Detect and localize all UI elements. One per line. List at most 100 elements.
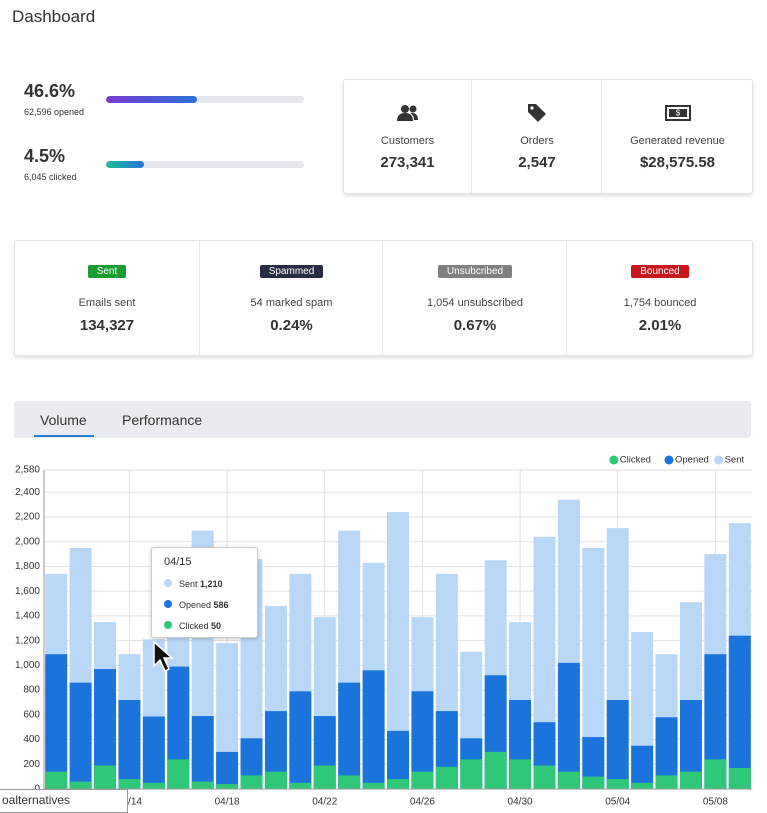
tab-indicator (34, 435, 94, 437)
x-tick-label: 04/30 (508, 797, 533, 808)
summary-label: Generated revenue (630, 135, 725, 147)
bar (289, 782, 312, 789)
x-tick-label: 04/14 (117, 797, 142, 808)
bar (289, 691, 312, 789)
summary-card: Customers 273,341 Orders 2,547 $ Generat… (343, 79, 753, 194)
tooltip-value: 586 (213, 600, 229, 610)
bar (264, 771, 287, 789)
email-label: 54 marked spam (250, 297, 333, 309)
tooltip-name: Sent (179, 579, 198, 589)
bar (728, 767, 751, 789)
bar (582, 737, 605, 789)
legend-label: Clicked (620, 455, 651, 466)
tooltip-row: Opened 586 (164, 600, 229, 610)
y-tick-label: 1,400 (15, 611, 40, 622)
chart: 02004006008001,0001,2001,4001,6001,8002,… (15, 455, 752, 808)
bar (167, 759, 190, 789)
rate-sub: 6,045 clicked (24, 172, 77, 182)
bar (94, 669, 117, 789)
email-label: 1,054 unsubscribed (426, 297, 523, 309)
legend-dot (664, 455, 674, 465)
summary-item: $ Generated revenue $28,575.58 (601, 80, 753, 193)
bar (582, 547, 605, 789)
bar (216, 784, 239, 789)
email-label: Emails sent (78, 297, 136, 309)
tooltip-name: Clicked (179, 621, 209, 631)
bar (606, 779, 629, 789)
tab-bar: Volume Performance (14, 401, 751, 438)
bar (69, 781, 92, 789)
y-tick-label: 1,600 (15, 586, 40, 597)
bar (142, 782, 165, 789)
bar (533, 765, 556, 789)
bar (118, 699, 141, 789)
legend-dot (609, 455, 619, 465)
tooltip-dot (164, 621, 172, 629)
bar (45, 771, 68, 789)
badge: Spammed (259, 265, 324, 278)
y-tick-label: 1,800 (15, 561, 40, 572)
summary-item: Customers 273,341 (344, 80, 471, 193)
legend-dot (714, 455, 724, 465)
svg-text:$: $ (676, 109, 681, 118)
summary-value: 273,341 (380, 154, 435, 171)
badge: Sent (87, 265, 127, 278)
bar (460, 759, 483, 789)
y-tick-label: 400 (23, 734, 40, 745)
overlay-text: oalternatives (2, 793, 71, 807)
bar (240, 775, 263, 789)
bar (362, 782, 385, 789)
summary-value: 2,547 (518, 154, 556, 171)
tooltip-dot (164, 579, 172, 587)
x-tick-label: 05/08 (703, 797, 728, 808)
email-item: Unsubcribed 1,054 unsubscribed 0.67% (382, 241, 567, 355)
email-value: 134,327 (79, 317, 135, 334)
bar (704, 759, 727, 789)
tab[interactable]: Volume (40, 412, 87, 428)
bar (411, 691, 434, 789)
bar (679, 771, 702, 789)
legend-label: Opened (675, 455, 709, 466)
bar (338, 682, 361, 789)
tooltip-name: Opened (179, 600, 212, 610)
rate: 46.6% (24, 81, 76, 101)
bar (216, 751, 239, 789)
progress (106, 161, 304, 168)
x-tick-label: 04/26 (410, 797, 435, 808)
email-value: 0.67% (453, 317, 497, 334)
icon (528, 104, 546, 122)
bar (655, 717, 678, 789)
rate: 4.5% (24, 146, 66, 166)
bar (704, 654, 727, 789)
tooltip-value: 1,210 (200, 579, 223, 589)
badge: Unsubcribed (437, 265, 513, 278)
overlay-popup: oalternatives (0, 789, 128, 813)
tooltip-dot (164, 600, 172, 608)
bar (118, 779, 141, 789)
bar (484, 751, 507, 789)
bar (338, 775, 361, 789)
email-item: Sent Emails sent 134,327 (15, 241, 199, 355)
y-tick-label: 2,200 (15, 512, 40, 523)
summary-label: Customers (380, 135, 435, 147)
email-item: Spammed 54 marked spam 0.24% (199, 241, 383, 355)
y-tick-label: 1,200 (15, 635, 40, 646)
email-label: 1,754 bounced (623, 297, 697, 309)
bar (191, 781, 214, 789)
bar (631, 782, 654, 789)
tooltip: 04/15 Sent 1,210 Opened 586 Clicked 50 (151, 547, 258, 638)
bar (313, 765, 336, 789)
bar (387, 512, 409, 789)
tooltip-value: 50 (211, 621, 222, 631)
bar (411, 771, 434, 789)
icon: $ (665, 105, 691, 121)
tab[interactable]: Performance (122, 412, 203, 428)
x-tick-label: 04/22 (312, 797, 337, 808)
y-tick-label: 2,580 (15, 465, 40, 476)
email-value: 0.24% (270, 317, 313, 334)
y-tick-label: 200 (23, 759, 40, 770)
rate-sub: 62,596 opened (24, 107, 85, 117)
summary-label: Orders (520, 135, 554, 147)
bar (167, 666, 190, 789)
